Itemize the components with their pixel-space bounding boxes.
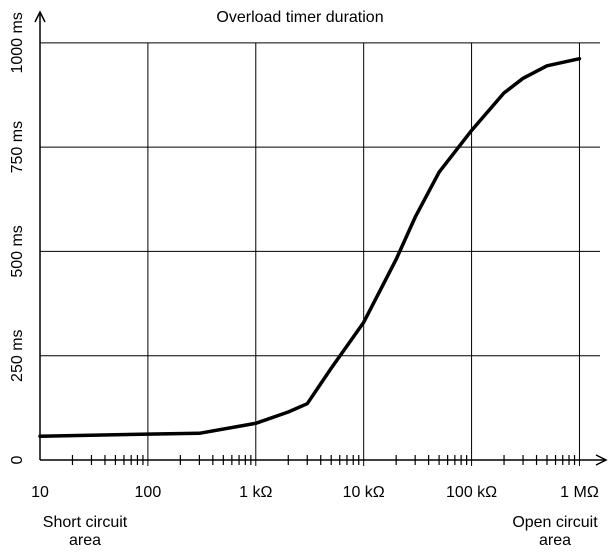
annotation: area xyxy=(539,532,571,549)
y-tick-label: 750 ms xyxy=(9,121,26,173)
x-tick-label: 1 kΩ xyxy=(239,484,272,501)
annotation: area xyxy=(69,532,101,549)
y-tick-label: 500 ms xyxy=(9,225,26,277)
x-tick-label: 1 MΩ xyxy=(560,484,599,501)
x-axis-arrow xyxy=(595,454,608,466)
y-tick-label: 250 ms xyxy=(9,329,26,381)
annotation: Open circuit xyxy=(512,514,598,531)
x-tick-label: 10 kΩ xyxy=(343,484,385,501)
x-tick-label: 100 xyxy=(135,484,162,501)
y-tick-label: 0 xyxy=(9,455,26,464)
line xyxy=(38,56,582,438)
x-tick-label: 100 kΩ xyxy=(446,484,497,501)
chart-title: Overload timer duration xyxy=(216,9,383,26)
y-axis-arrow xyxy=(34,10,46,23)
x-tick-label: 10 xyxy=(31,484,49,501)
y-tick-label: 1000 ms xyxy=(9,12,26,73)
annotation: Short circuit xyxy=(43,514,128,531)
